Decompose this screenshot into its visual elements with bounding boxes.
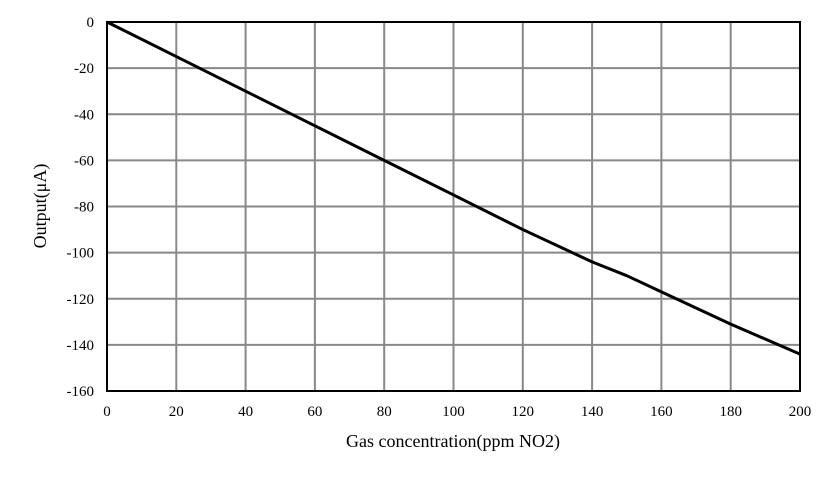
plot-frame <box>106 21 801 392</box>
y-tick-label: -60 <box>74 153 94 169</box>
x-tick-label: 180 <box>719 404 742 420</box>
y-axis-ticks: 0 -20 -40 -60 -80 -100 -120 -140 -160 <box>67 15 95 400</box>
x-tick-label: 160 <box>650 404 673 420</box>
x-tick-label: 80 <box>377 404 392 420</box>
x-tick-label: 20 <box>169 404 184 420</box>
x-tick-label: 140 <box>581 404 604 420</box>
y-tick-label: -20 <box>74 61 94 77</box>
x-tick-label: 200 <box>789 404 812 420</box>
x-axis-ticks: 0 20 40 60 80 100 120 140 160 180 200 <box>103 404 811 420</box>
x-tick-label: 40 <box>238 404 253 420</box>
series-group <box>106 20 801 356</box>
x-tick-label: 60 <box>307 404 322 420</box>
y-tick-label: -40 <box>74 107 94 123</box>
y-tick-label: -80 <box>74 200 94 216</box>
x-axis-label: Gas concentration(ppm NO2) <box>346 431 560 452</box>
x-tick-label: 120 <box>512 404 535 420</box>
y-tick-label: 0 <box>87 15 95 31</box>
series-line-output <box>106 20 801 356</box>
y-tick-label: -140 <box>67 338 95 354</box>
y-tick-label: -120 <box>67 292 95 308</box>
y-tick-label: -100 <box>67 246 95 262</box>
y-tick-label: -160 <box>67 384 95 400</box>
x-tick-label: 100 <box>442 404 465 420</box>
x-tick-label: 0 <box>103 404 111 420</box>
y-axis-label: Output(μA) <box>30 164 51 249</box>
grid <box>106 21 801 392</box>
